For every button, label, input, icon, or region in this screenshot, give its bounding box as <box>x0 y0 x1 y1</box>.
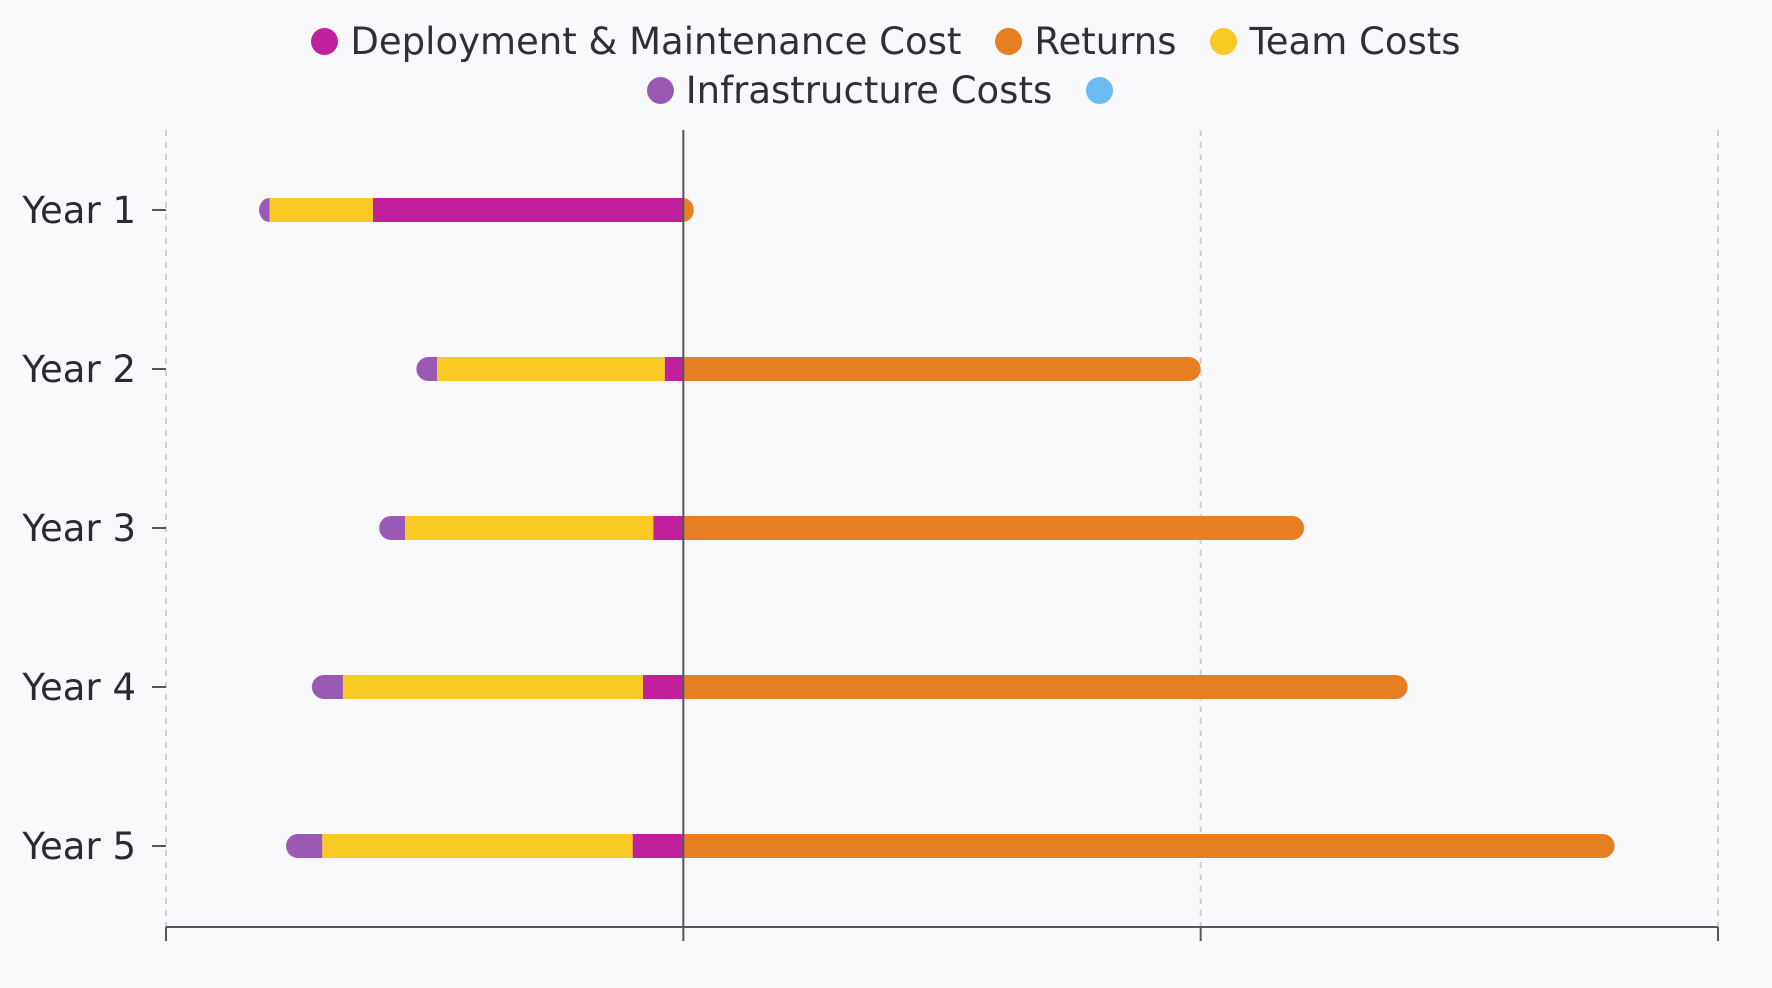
legend-swatch <box>1086 77 1114 104</box>
bar-segment <box>683 357 1201 381</box>
legend-row: Infrastructure Costs <box>0 67 1772 114</box>
legend-item[interactable] <box>1086 67 1125 114</box>
bar-segment <box>632 834 684 858</box>
y-tick-label: Year 4 <box>21 666 136 709</box>
bar-segment <box>653 516 684 540</box>
bar-segment <box>259 198 270 222</box>
legend-label: Team Costs <box>1249 20 1461 63</box>
y-tick-label: Year 5 <box>21 825 136 868</box>
legend-swatch <box>1210 28 1238 55</box>
y-tick-label: Year 2 <box>21 348 136 391</box>
legend-label: Deployment & Maintenance Cost <box>350 20 962 63</box>
bar-segment <box>683 516 1305 540</box>
legend-label: Returns <box>1034 20 1177 63</box>
legend-item[interactable]: Team Costs <box>1210 18 1461 65</box>
bar-segment <box>416 357 438 381</box>
bar-segment <box>642 675 684 699</box>
bar-segment <box>322 834 633 858</box>
bar-segment <box>405 516 654 540</box>
y-tick-label: Year 1 <box>21 189 136 232</box>
bar-segment <box>664 357 684 381</box>
bar-segment <box>683 198 694 222</box>
bar-segment <box>437 357 665 381</box>
bar-segment <box>342 675 643 699</box>
legend-label: Infrastructure Costs <box>685 69 1053 112</box>
bar-segment <box>379 516 406 540</box>
legend-item[interactable]: Deployment & Maintenance Cost <box>311 18 961 65</box>
bar-segment <box>683 675 1408 699</box>
legend-swatch <box>311 28 339 55</box>
bar-segment <box>269 198 373 222</box>
legend-row: Deployment & Maintenance Cost Returns Team… <box>0 18 1772 65</box>
legend-item[interactable]: Infrastructure Costs <box>646 67 1053 114</box>
legend-swatch <box>646 77 674 104</box>
bar-segment <box>311 675 343 699</box>
legend-swatch <box>995 28 1023 55</box>
bar-segment <box>372 198 684 222</box>
bar-segment <box>286 834 323 858</box>
legend-item[interactable]: Returns <box>995 18 1176 65</box>
legend: Deployment & Maintenance Cost Returns Team… <box>0 18 1772 114</box>
y-tick-label: Year 3 <box>21 507 136 550</box>
bar-segment <box>683 834 1615 858</box>
